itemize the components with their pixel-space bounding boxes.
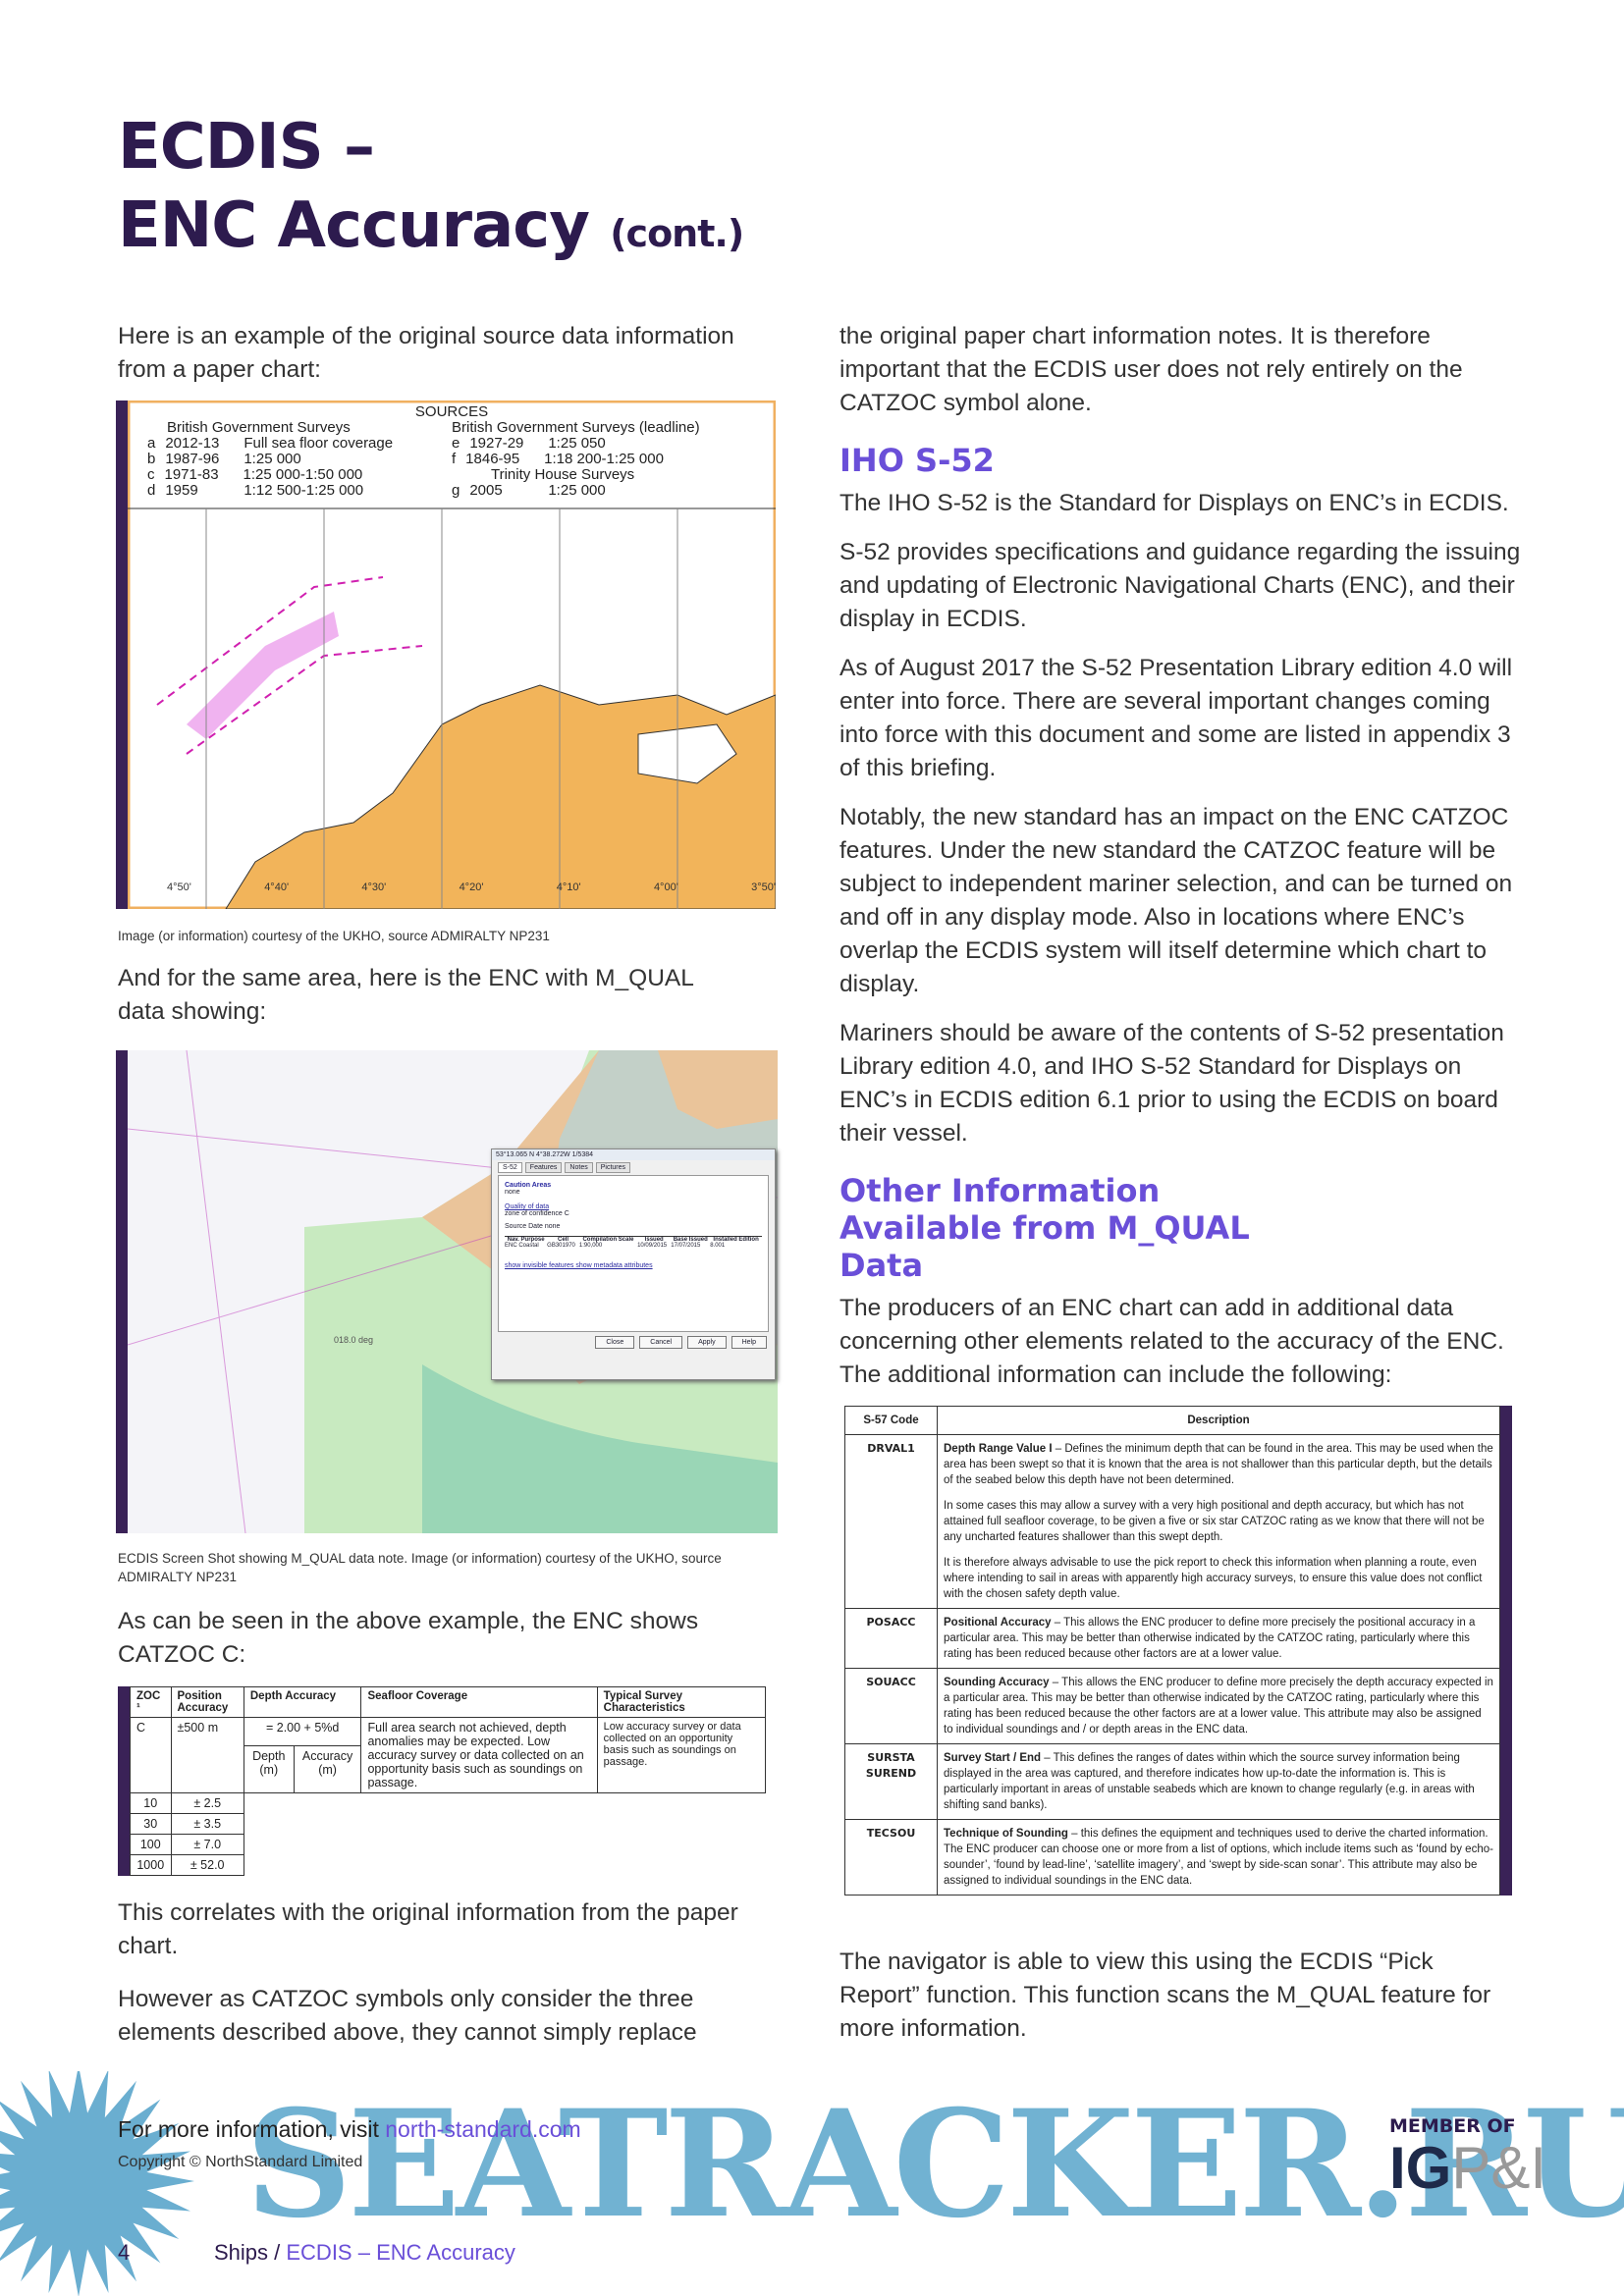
copyright: Copyright © NorthStandard Limited	[118, 2154, 363, 2170]
ig-pi-logo: MEMBER OF IGP&I	[1389, 2115, 1547, 2201]
longitude-label: 4°10'	[556, 881, 581, 893]
source-entry: b 1987-96 1:25 000	[147, 451, 301, 467]
table-row: SURSTA SUREND Survey Start / End – This d…	[844, 1743, 1500, 1820]
website-link[interactable]: north-standard.com	[385, 2116, 581, 2142]
breadcrumb-current[interactable]: ECDIS – ENC Accuracy	[286, 2240, 515, 2265]
quality-of-data-link[interactable]: Quality of data	[505, 1203, 550, 1210]
dialog-button[interactable]: Apply	[687, 1336, 727, 1349]
dialog-tab[interactable]: Notes	[565, 1162, 593, 1173]
source-entry: f 1846-95 1:18 200-1:25 000	[452, 451, 664, 467]
dialog-button[interactable]: Close	[595, 1336, 635, 1349]
right-paragraph-6: Mariners should be aware of the contents…	[839, 1020, 1504, 1147]
heading-other-information: Other Information Available from M_QUAL …	[839, 1172, 1250, 1284]
table-row: 10 ± 2.5	[130, 1792, 766, 1814]
paper-chart-caption: Image (or information) courtesy of the U…	[118, 929, 550, 943]
dialog-tab[interactable]: S-52	[498, 1162, 522, 1173]
catzoc-paragraph: As can be seen in the above example, the…	[118, 1608, 699, 1668]
source-entry: e 1927-29 1:25 050	[452, 435, 606, 452]
enc-screenshot: 53°13.065 N 4°38.272W 1/5384 S-52 Feature…	[116, 1050, 778, 1533]
table-row: TECSOU Technique of Sounding – this defin…	[844, 1819, 1500, 1896]
page-title: ECDIS – ENC Accuracy (cont.)	[118, 111, 744, 262]
right-paragraph-2: The IHO S-52 is the Standard for Display…	[839, 490, 1509, 516]
table-row: DRVAL1 Depth Range Value I – Defines the …	[844, 1434, 1500, 1609]
source-entry: g 2005 1:25 000	[452, 482, 606, 499]
dialog-button[interactable]: Cancel	[639, 1336, 683, 1349]
dialog-button[interactable]: Help	[731, 1336, 767, 1349]
page-number: 4	[118, 2240, 131, 2265]
dialog-tab[interactable]: Pictures	[595, 1162, 631, 1173]
s57-table: S-57 Code Description DRVAL1 Depth Range Va…	[844, 1406, 1512, 1896]
right-paragraph-5: Notably, the new standard has an impact …	[839, 804, 1513, 997]
watermark-star-icon	[0, 2071, 194, 2296]
sources-legend: SOURCES British Government Surveys a 2012-…	[128, 404, 776, 499]
longitude-label: 4°20'	[459, 881, 484, 893]
table-row: SOUACC Sounding Accuracy – This allows th…	[844, 1668, 1500, 1744]
paper-chart-image: SOURCES British Government Surveys a 2012-…	[116, 400, 776, 909]
longitude-label: 3°50'	[751, 881, 776, 893]
longitude-label: 4°30'	[361, 881, 387, 893]
right-paragraph-4: As of August 2017 the S-52 Presentation …	[839, 655, 1513, 781]
table-row: POSACC Positional Accuracy – This allows …	[844, 1608, 1500, 1669]
table-row: 30 ± 3.5	[130, 1813, 766, 1835]
longitude-label: 4°40'	[264, 881, 290, 893]
longitude-label: 4°00'	[653, 881, 678, 893]
intro-paragraph: Here is an example of the original sourc…	[118, 323, 734, 383]
table-row: 1000 ± 52.0	[130, 1854, 766, 1876]
dialog-tab[interactable]: Features	[524, 1162, 563, 1173]
longitude-label: 4°50'	[167, 881, 191, 893]
table-row: 100 ± 7.0	[130, 1834, 766, 1855]
correlates-paragraph: This correlates with the original inform…	[118, 1899, 738, 1959]
table-row: ENC Coastal GB301970 1:90,000 10/09/2015 17/…	[505, 1243, 726, 1249]
metadata-links[interactable]: show invisible features show metadata at…	[505, 1262, 653, 1269]
however-paragraph: However as CATZOC symbols only consider …	[118, 1986, 697, 2046]
right-paragraph-8: The navigator is able to view this using…	[839, 1949, 1491, 2042]
enc-caption: ECDIS Screen Shot showing M_QUAL data no…	[118, 1551, 722, 1584]
heading-iho-s52: IHO S-52	[839, 442, 995, 479]
footer-more-info: For more information, visit north-standa…	[118, 2116, 581, 2142]
breadcrumb: Ships / ECDIS – ENC Accuracy	[214, 2240, 515, 2265]
right-paragraph-7: The producers of an ENC chart can add in…	[839, 1295, 1504, 1388]
right-paragraph-1: the original paper chart information not…	[839, 323, 1463, 416]
source-entry: c 1971-83 1:25 000-1:50 000	[147, 466, 363, 483]
source-entry: a 2012-13 Full sea floor coverage	[147, 435, 394, 452]
zoc-table: ZOC ¹ Position Accuracy Depth Accuracy Seaf…	[118, 1686, 767, 1876]
enc-intro-paragraph: And for the same area, here is the ENC w…	[118, 965, 693, 1025]
right-paragraph-3: S-52 provides specifications and guidanc…	[839, 539, 1521, 632]
source-entry: d 1959 1:12 500-1:25 000	[147, 482, 364, 499]
watermark: SEATRACKER.RU	[245, 2078, 1624, 2251]
pick-report-dialog: 53°13.065 N 4°38.272W 1/5384 S-52 Feature…	[491, 1148, 776, 1380]
